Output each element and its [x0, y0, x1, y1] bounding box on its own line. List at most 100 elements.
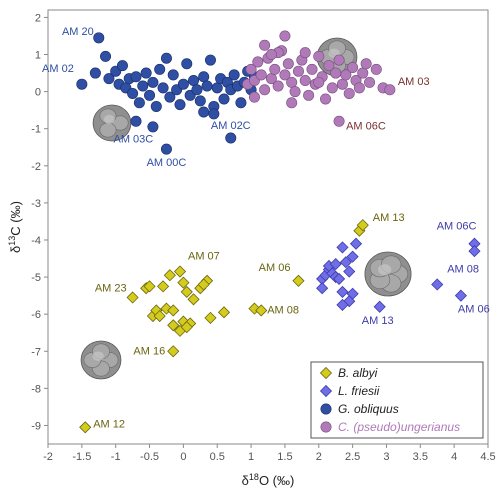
data-point — [160, 143, 172, 155]
point-label: AM 06C — [437, 221, 477, 233]
legend: B. albyi L. friesii G. obliquus C. (pseudo)… — [310, 361, 484, 439]
data-point — [133, 97, 145, 109]
point-label: AM 06 — [458, 304, 490, 316]
point-label: AM 13 — [373, 212, 405, 224]
data-point — [265, 49, 277, 61]
point-label: AM 00C — [147, 157, 187, 169]
data-point — [208, 108, 220, 120]
data-point — [286, 76, 298, 88]
x-tick-label: 1 — [248, 451, 254, 463]
data-point — [218, 93, 230, 105]
data-point — [259, 39, 271, 51]
data-point — [364, 76, 376, 88]
data-point — [289, 86, 301, 98]
point-label: AM 13 — [362, 315, 394, 327]
data-point — [431, 278, 444, 291]
data-point — [167, 69, 179, 81]
data-point — [326, 82, 338, 94]
data-point — [316, 282, 329, 295]
data-point — [150, 100, 162, 112]
data-point — [347, 61, 359, 73]
data-point — [103, 73, 115, 85]
data-point — [306, 63, 318, 75]
data-point — [180, 285, 193, 298]
data-point — [313, 76, 325, 88]
data-point — [299, 74, 311, 86]
data-point — [286, 97, 298, 109]
data-point — [180, 321, 193, 334]
point-label: AM 16 — [133, 345, 165, 357]
data-point — [93, 32, 105, 44]
point-label: AM 03 — [398, 76, 430, 88]
point-annotations: AM 20 AM 02 AM 03C AM 00C AM 02C AM 03 AM 06C A… — [42, 26, 490, 430]
x-tick-label: 0.5 — [210, 451, 225, 463]
data-point — [173, 265, 187, 278]
point-label: AM 23 — [95, 282, 127, 294]
data-point — [163, 269, 176, 282]
point-label: AM 20 — [62, 26, 94, 38]
data-point — [279, 69, 291, 81]
data-point — [228, 69, 240, 81]
data-point — [126, 291, 139, 304]
series-1 — [316, 237, 481, 313]
data-point — [191, 84, 203, 96]
y-tick-label: -6 — [31, 309, 41, 321]
data-point — [454, 289, 467, 302]
data-point — [339, 256, 352, 269]
data-point — [197, 278, 210, 291]
data-point — [174, 99, 186, 111]
y-tick-label: 1 — [35, 50, 41, 62]
x-tick-label: 3 — [383, 451, 389, 463]
data-point — [194, 95, 206, 107]
x-tick-label: 1.5 — [277, 451, 292, 463]
data-point — [329, 258, 342, 271]
data-point — [272, 80, 284, 92]
x-tick-label: 2.5 — [345, 451, 360, 463]
data-point — [187, 293, 200, 306]
data-point — [160, 52, 172, 64]
data-point — [313, 50, 325, 62]
point-label: AM 12 — [93, 418, 125, 430]
data-point — [255, 304, 268, 317]
data-point — [217, 306, 231, 319]
series-2 — [76, 32, 260, 155]
y-axis-title: δ13C (‰) — [7, 201, 23, 253]
data-point — [468, 245, 481, 258]
legend-box — [310, 361, 484, 439]
data-point — [346, 250, 359, 263]
plot-area — [47, 9, 489, 445]
legend-label: L. friesii — [338, 384, 380, 398]
data-point — [140, 67, 152, 79]
foraminifera-photo-b-albyi — [80, 340, 122, 380]
data-point — [153, 309, 166, 323]
foraminifera-photo-l-friesii — [364, 251, 412, 297]
data-point — [157, 280, 170, 293]
data-points — [76, 30, 481, 434]
legend-label: G. obliquus — [338, 402, 399, 416]
data-point — [198, 106, 210, 118]
data-point — [336, 285, 349, 298]
x-tick-label: -1 — [111, 451, 121, 463]
data-point — [323, 60, 335, 72]
data-point — [282, 58, 294, 70]
data-point — [204, 311, 217, 324]
data-point — [370, 63, 382, 75]
legend-marker — [320, 403, 332, 415]
data-point — [299, 47, 311, 59]
data-point — [259, 84, 271, 96]
data-point — [100, 50, 112, 62]
y-tick-label: 2 — [35, 12, 41, 24]
y-tick-label: -8 — [31, 383, 41, 395]
data-point — [356, 219, 369, 232]
data-point — [333, 272, 346, 285]
data-point — [177, 276, 190, 289]
data-point — [245, 63, 257, 75]
legend-label: C. (pseudo)ungerianus — [338, 420, 460, 434]
data-point — [255, 69, 267, 81]
data-point — [292, 65, 304, 77]
y-tick-label: -2 — [31, 161, 41, 173]
data-point — [225, 132, 237, 144]
x-tick-label: -0.5 — [140, 451, 159, 463]
x-tick-label: 4 — [451, 451, 457, 463]
series-0 — [79, 219, 369, 434]
